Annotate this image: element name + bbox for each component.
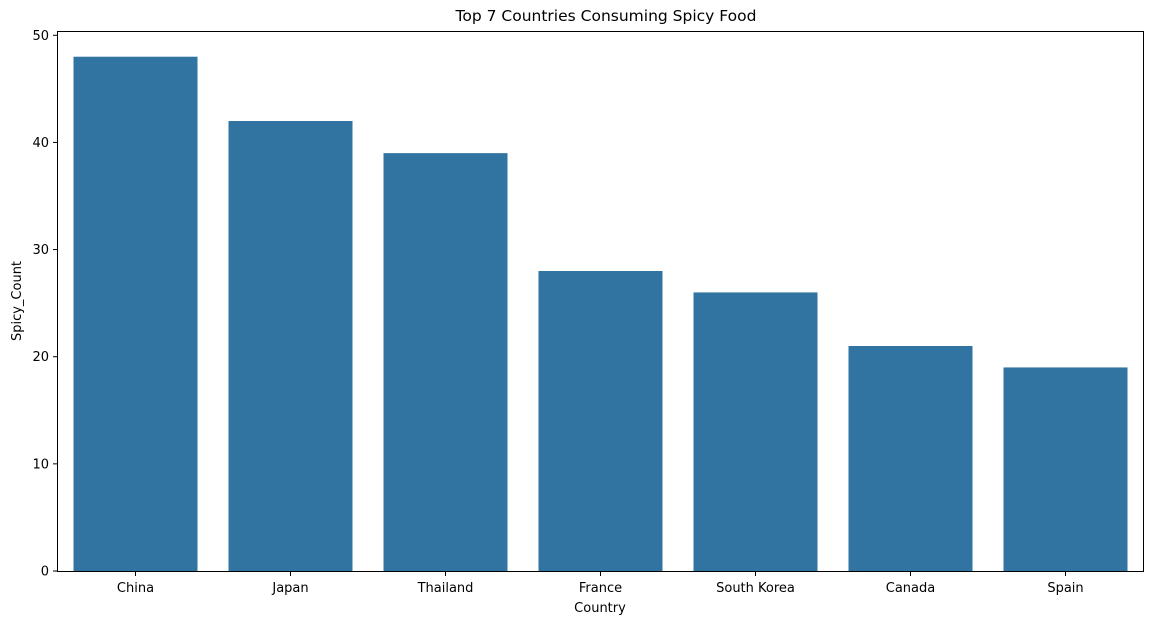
x-axis-ticks: China Japan Thailand France South Korea Canad…	[117, 571, 1084, 596]
x-tick-label-china: China	[117, 581, 154, 596]
y-tick-label: 50	[32, 29, 49, 44]
bar-thailand	[383, 153, 508, 571]
bar-south-korea	[693, 292, 818, 571]
x-tick-label-canada: Canada	[886, 581, 935, 596]
x-tick-label-spain: Spain	[1047, 581, 1083, 596]
y-tick-label: 30	[32, 243, 49, 258]
plot-frame	[57, 31, 1144, 572]
x-axis-label: Country	[574, 601, 626, 616]
chart-title: Top 7 Countries Consuming Spicy Food	[455, 7, 757, 25]
y-axis-ticks: 0 10 20 30 40 50	[32, 29, 58, 580]
bar-spain	[1003, 367, 1128, 571]
y-tick-label: 10	[32, 457, 49, 472]
bar-canada	[848, 346, 973, 571]
y-tick-label: 40	[32, 136, 49, 151]
x-tick-label-south-korea: South Korea	[716, 581, 795, 596]
y-tick-label: 0	[41, 565, 49, 580]
y-tick-label: 20	[32, 350, 49, 365]
x-tick-label-thailand: Thailand	[417, 581, 474, 596]
bar-china	[73, 56, 198, 571]
x-tick-label-japan: Japan	[271, 581, 308, 596]
bars-group	[73, 56, 1128, 571]
bar-japan	[228, 121, 353, 571]
x-tick-label-france: France	[579, 581, 622, 596]
bar-france	[538, 271, 663, 571]
y-axis-label: Spicy_Count	[10, 261, 25, 341]
